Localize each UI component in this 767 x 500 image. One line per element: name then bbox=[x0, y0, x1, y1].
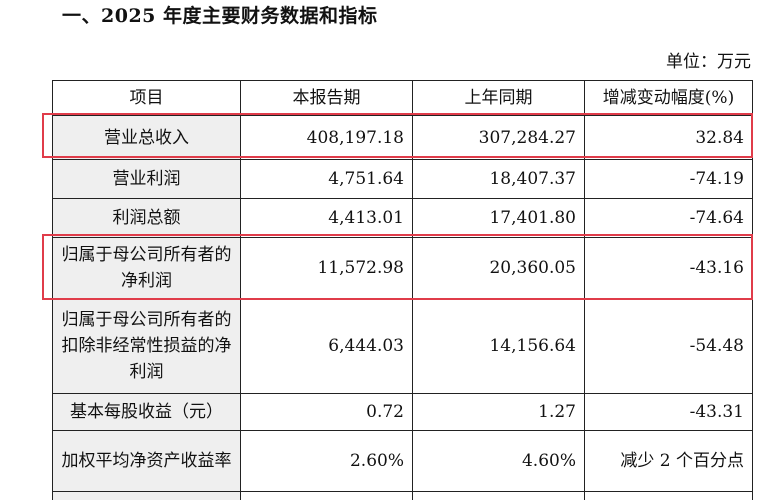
row-change: -54.48 bbox=[584, 298, 753, 394]
table-row: 利润总额 4,413.01 17,401.80 -74.64 bbox=[52, 198, 753, 238]
row-previous: 17,401.80 bbox=[412, 198, 585, 238]
row-change: -74.64 bbox=[584, 198, 753, 238]
unit-label: 单位：万元 bbox=[666, 52, 751, 72]
row-item bbox=[52, 491, 241, 500]
row-current: 408,197.18 bbox=[240, 115, 413, 160]
row-current: 2.60% bbox=[240, 430, 413, 492]
header-item: 项目 bbox=[52, 80, 241, 116]
row-previous: 1.27 bbox=[412, 393, 585, 431]
section-title: 一、2025 年度主要财务数据和指标 bbox=[62, 5, 378, 27]
row-previous: 18,407.37 bbox=[412, 159, 585, 199]
table-row: 营业总收入 408,197.18 307,284.27 32.84 bbox=[52, 115, 753, 160]
row-item: 归属于母公司所有者的扣除非经常性损益的净利润 bbox=[52, 298, 241, 394]
row-current: 6,444.03 bbox=[240, 298, 413, 394]
row-item: 基本每股收益（元） bbox=[52, 393, 241, 431]
row-change bbox=[584, 491, 753, 500]
row-previous: 4.60% bbox=[412, 430, 585, 492]
row-previous: 20,360.05 bbox=[412, 237, 585, 299]
table-row: 归属于母公司所有者的扣除非经常性损益的净利润 6,444.03 14,156.6… bbox=[52, 298, 753, 394]
row-item: 加权平均净资产收益率 bbox=[52, 430, 241, 492]
table-row: 归属于母公司所有者的净利润 11,572.98 20,360.05 -43.16 bbox=[52, 237, 753, 299]
row-change: 32.84 bbox=[584, 115, 753, 160]
header-previous-period: 上年同期 bbox=[412, 80, 585, 116]
row-change: 减少 2 个百分点 bbox=[584, 430, 753, 492]
row-item: 营业总收入 bbox=[52, 115, 241, 160]
row-item: 归属于母公司所有者的净利润 bbox=[52, 237, 241, 299]
table-row: 基本每股收益（元） 0.72 1.27 -43.31 bbox=[52, 393, 753, 431]
row-change: -43.31 bbox=[584, 393, 753, 431]
row-change: -74.19 bbox=[584, 159, 753, 199]
row-current: 11,572.98 bbox=[240, 237, 413, 299]
header-current-period: 本报告期 bbox=[240, 80, 413, 116]
row-current: 0.72 bbox=[240, 393, 413, 431]
row-previous: 14,156.64 bbox=[412, 298, 585, 394]
table-row: 营业利润 4,751.64 18,407.37 -74.19 bbox=[52, 159, 753, 199]
row-current: 4,751.64 bbox=[240, 159, 413, 199]
table-row: 加权平均净资产收益率 2.60% 4.60% 减少 2 个百分点 bbox=[52, 430, 753, 492]
table-header-row: 项目 本报告期 上年同期 增减变动幅度(%) bbox=[52, 80, 753, 116]
row-current: 4,413.01 bbox=[240, 198, 413, 238]
table-row bbox=[52, 491, 753, 500]
row-previous: 307,284.27 bbox=[412, 115, 585, 160]
financial-data-table: 项目 本报告期 上年同期 增减变动幅度(%) 营业总收入 408,197.18 … bbox=[52, 80, 753, 500]
row-previous bbox=[412, 491, 585, 500]
row-item: 营业利润 bbox=[52, 159, 241, 199]
row-change: -43.16 bbox=[584, 237, 753, 299]
row-current bbox=[240, 491, 413, 500]
header-change-rate: 增减变动幅度(%) bbox=[584, 80, 753, 116]
row-item: 利润总额 bbox=[52, 198, 241, 238]
